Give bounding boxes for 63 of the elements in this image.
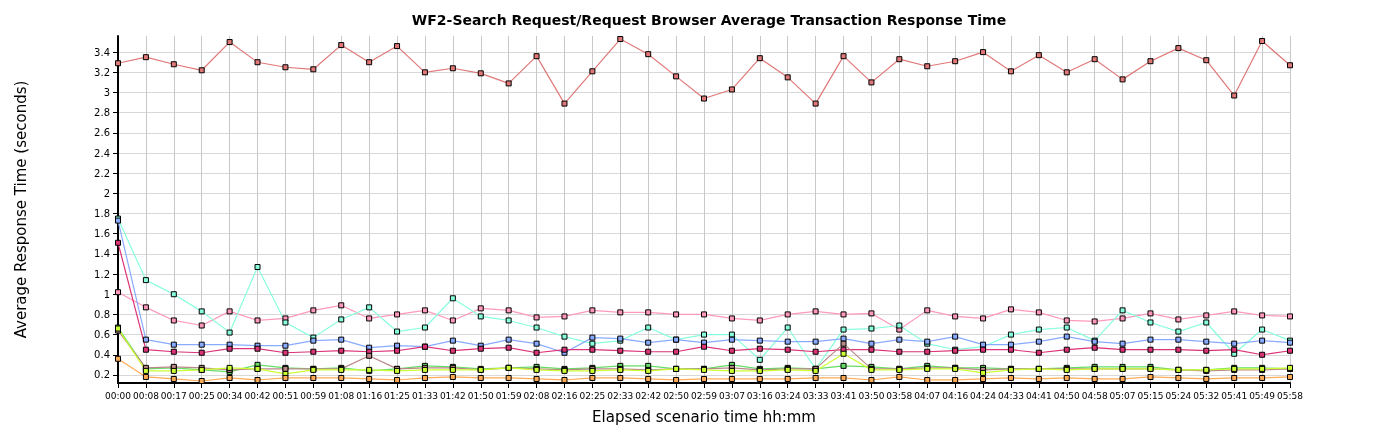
x-tick-label: 04:07 bbox=[914, 390, 941, 401]
y-tick-label: 1.8 bbox=[94, 208, 110, 220]
x-tick-label: 03:41 bbox=[830, 390, 857, 401]
x-tick-label: 00:25 bbox=[188, 390, 215, 401]
x-tick-label: 03:50 bbox=[858, 390, 885, 401]
y-tick-label: 2.2 bbox=[94, 167, 110, 179]
x-tick-label: 04:24 bbox=[970, 390, 997, 401]
x-tick-label: 00:34 bbox=[216, 390, 243, 401]
x-tick-label: 00:42 bbox=[244, 390, 271, 401]
y-axis-title: Average Response Time (seconds) bbox=[11, 80, 30, 339]
x-tick-label: 01:33 bbox=[411, 390, 438, 401]
x-tick-label: 00:08 bbox=[132, 390, 160, 401]
x-tick-label: 03:16 bbox=[746, 390, 774, 401]
x-tick-label: 04:41 bbox=[1025, 390, 1052, 401]
x-tick-label: 02:33 bbox=[607, 390, 634, 401]
y-tick-label: 0.2 bbox=[94, 369, 110, 381]
y-tick-label: 1.4 bbox=[94, 248, 110, 260]
y-tick-label: 3 bbox=[103, 86, 110, 98]
x-tick-label: 02:16 bbox=[551, 390, 578, 401]
x-tick-label: 01:25 bbox=[384, 390, 411, 401]
y-tick-label: 2.4 bbox=[94, 147, 110, 159]
x-tick-label: 01:42 bbox=[439, 390, 466, 401]
x-tick-label: 05:07 bbox=[1109, 390, 1136, 401]
x-tick-label: 04:58 bbox=[1081, 390, 1108, 401]
x-axis-title: Elapsed scenario time hh:mm bbox=[592, 407, 816, 426]
x-tick-label: 05:24 bbox=[1165, 390, 1192, 401]
x-tick-label: 00:51 bbox=[272, 390, 299, 401]
x-tick-label: 01:50 bbox=[467, 390, 494, 401]
x-tick-label: 04:33 bbox=[997, 390, 1024, 401]
x-tick-label: 02:08 bbox=[523, 390, 550, 401]
y-tick-label: 0.6 bbox=[94, 329, 110, 341]
x-tick-label: 00:17 bbox=[160, 390, 187, 401]
chart-title: WF2-Search Request/Request Browser Average Transaction Response Time bbox=[411, 12, 1007, 28]
x-tick-label: 01:16 bbox=[356, 390, 383, 401]
x-tick-label: 05:32 bbox=[1193, 390, 1220, 401]
x-tick-label: 02:59 bbox=[691, 390, 718, 401]
y-tick-label: 3.2 bbox=[94, 66, 110, 78]
x-tick-label: 02:50 bbox=[663, 390, 690, 401]
x-tick-label: 00:00 bbox=[105, 390, 132, 401]
x-tick-label: 00:59 bbox=[300, 390, 327, 401]
x-tick-label: 03:33 bbox=[802, 390, 829, 401]
x-tick-label: 05:15 bbox=[1137, 390, 1164, 401]
x-tick-label: 02:42 bbox=[635, 390, 662, 401]
x-tick-label: 05:41 bbox=[1221, 390, 1248, 401]
x-tick-label: 03:58 bbox=[886, 390, 913, 401]
y-tick-label: 1 bbox=[103, 288, 110, 300]
y-tick-label: 0.4 bbox=[94, 349, 110, 361]
y-tick-label: 3.4 bbox=[94, 46, 110, 58]
x-tick-label: 03:24 bbox=[774, 390, 801, 401]
x-tick-label: 01:59 bbox=[495, 390, 522, 401]
x-tick-label: 05:49 bbox=[1249, 390, 1276, 401]
x-tick-label: 05:58 bbox=[1277, 390, 1304, 401]
x-tick-label: 03:07 bbox=[718, 390, 745, 401]
y-tick-label: 2.8 bbox=[94, 107, 110, 119]
x-tick-label: 02:25 bbox=[579, 390, 606, 401]
y-tick-label: 0.8 bbox=[94, 308, 110, 320]
y-tick-label: 2 bbox=[103, 187, 110, 199]
y-tick-label: 1.6 bbox=[94, 228, 110, 240]
x-tick-label: 04:50 bbox=[1053, 390, 1080, 401]
x-tick-label: 01:08 bbox=[328, 390, 355, 401]
x-tick-label: 04:16 bbox=[942, 390, 969, 401]
y-tick-label: 1.2 bbox=[94, 268, 110, 280]
y-tick-label: 2.6 bbox=[94, 127, 110, 139]
